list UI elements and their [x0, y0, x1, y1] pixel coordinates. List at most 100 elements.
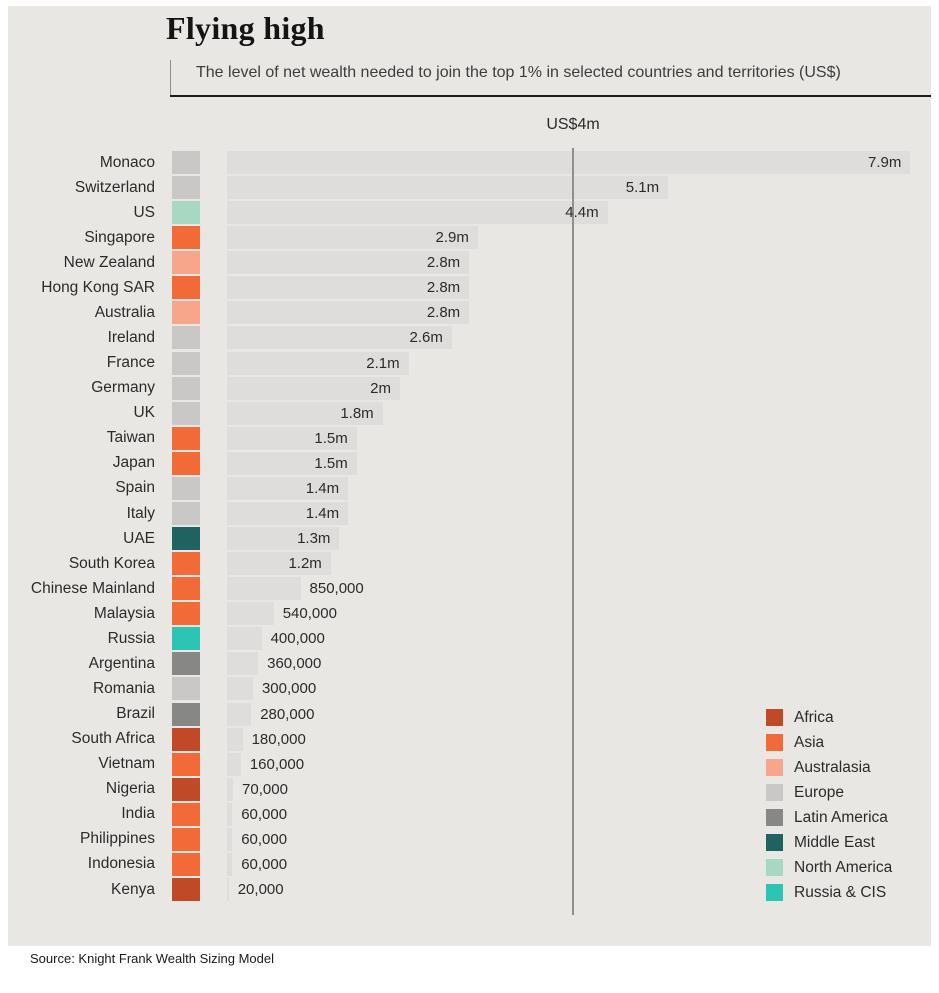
country-label: UAE: [123, 529, 155, 547]
chart-row: Brazil 280,000: [0, 702, 939, 727]
country-label: Ireland: [107, 329, 155, 347]
region-swatch: [172, 527, 200, 551]
legend: Africa Asia Australasia Europe Latin America…: [766, 705, 936, 905]
country-label: Spain: [115, 479, 155, 497]
value-bar: [227, 727, 243, 751]
region-swatch: [172, 602, 200, 626]
region-swatch: [172, 276, 200, 300]
value-label: 2m: [370, 379, 391, 397]
legend-label: North America: [794, 858, 893, 876]
chart-row: Switzerland 5.1m: [0, 175, 939, 200]
value-label: 2.6m: [409, 329, 443, 347]
value-label: 70,000: [242, 780, 288, 798]
country-label: Romania: [92, 680, 155, 697]
legend-color-swatch: [766, 759, 783, 776]
legend-item: Russia & CIS: [766, 880, 936, 905]
country-label: Brazil: [116, 705, 155, 723]
country-label: Taiwan: [106, 429, 155, 447]
subtitle-accent-line: [170, 60, 171, 96]
region-swatch: [172, 351, 200, 375]
country-label: South Africa: [71, 730, 155, 748]
value-bar: [227, 527, 340, 551]
chart-row: UK 1.8m: [0, 401, 939, 426]
legend-label: Middle East: [794, 833, 875, 851]
value-label: 60,000: [241, 805, 288, 823]
chart-title: Flying high: [166, 10, 325, 46]
legend-item: Middle East: [766, 830, 936, 855]
value-bar: [227, 351, 409, 375]
value-label: 160,000: [249, 755, 305, 773]
value-bar: [227, 301, 470, 325]
legend-item: Australasia: [766, 755, 936, 780]
region-swatch: [172, 176, 200, 200]
region-swatch: [172, 251, 200, 275]
value-label: 1.5m: [314, 454, 348, 472]
legend-color-swatch: [766, 859, 783, 876]
chart-row: South Africa 180,000: [0, 727, 939, 752]
region-swatch: [172, 151, 200, 174]
chart-row: UAE 1.3m: [0, 526, 939, 551]
legend-color-swatch: [766, 709, 783, 726]
country-label: Kenya: [111, 880, 155, 898]
chart-row: Hong Kong SAR 2.8m: [0, 275, 939, 300]
chart-row: New Zealand 2.8m: [0, 250, 939, 275]
value-label: 1.2m: [288, 555, 322, 573]
value-label: 7.9m: [867, 154, 902, 171]
region-swatch: [172, 301, 200, 325]
country-label: Monaco: [99, 153, 155, 171]
value-label: 2.9m: [435, 229, 469, 247]
value-bar: [227, 501, 349, 525]
region-swatch: [172, 878, 200, 902]
country-label: Chinese Mainland: [30, 579, 155, 597]
region-swatch: [172, 376, 200, 400]
region-swatch: [172, 476, 200, 500]
value-bar: [227, 878, 229, 902]
chart-row: Ireland 2.6m: [0, 325, 939, 350]
chart-row: Argentina 360,000: [0, 651, 939, 676]
legend-color-swatch: [766, 809, 783, 826]
value-bar: [227, 852, 233, 876]
region-swatch: [172, 201, 200, 225]
region-swatch: [172, 752, 200, 776]
value-label: 300,000: [261, 680, 317, 698]
country-label: Nigeria: [105, 780, 155, 798]
region-swatch: [172, 552, 200, 576]
value-bar: [227, 827, 233, 851]
legend-color-swatch: [766, 884, 783, 901]
chart-row: Indonesia 60,000: [0, 852, 939, 877]
value-bar: [227, 752, 241, 776]
region-swatch: [172, 702, 200, 726]
value-bar: [227, 476, 349, 500]
header-divider: [170, 95, 931, 97]
legend-item: Africa: [766, 705, 936, 730]
legend-color-swatch: [766, 784, 783, 801]
value-label: 1.4m: [305, 479, 340, 497]
legend-label: Europe: [794, 783, 844, 801]
region-swatch: [172, 827, 200, 851]
value-bar: [227, 426, 357, 450]
value-bar: [227, 627, 262, 651]
chart-row: India 60,000: [0, 802, 939, 827]
legend-color-swatch: [766, 734, 783, 751]
value-label: 850,000: [309, 580, 364, 598]
reference-line-label: US$4m: [546, 116, 600, 133]
legend-item: Latin America: [766, 805, 936, 830]
source-note: Source: Knight Frank Wealth Sizing Model: [30, 951, 274, 966]
value-label: 1.4m: [305, 504, 340, 522]
value-label: 2.1m: [366, 354, 400, 372]
chart-row: Romania 300,000: [0, 676, 939, 701]
value-bar: [227, 276, 470, 300]
region-swatch: [172, 577, 200, 601]
reference-line: [572, 148, 574, 915]
legend-label: Australasia: [794, 758, 871, 776]
region-swatch: [172, 451, 200, 475]
value-label: 2.8m: [426, 254, 461, 272]
region-swatch: [172, 802, 200, 826]
chart-row: Japan 1.5m: [0, 451, 939, 476]
country-label: New Zealand: [63, 253, 155, 271]
country-label: Singapore: [84, 228, 155, 246]
value-label: 60,000: [241, 855, 288, 873]
country-label: Russia: [107, 629, 155, 647]
country-label: Malaysia: [93, 604, 155, 622]
region-swatch: [172, 326, 200, 350]
